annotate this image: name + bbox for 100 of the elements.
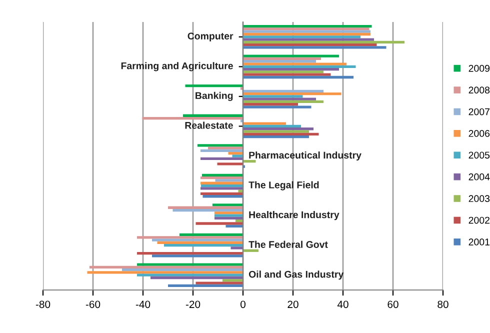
bar bbox=[183, 114, 243, 117]
bar bbox=[137, 236, 243, 239]
x-tick-label: -80 bbox=[36, 300, 50, 308]
x-tick-label: 40 bbox=[337, 300, 348, 308]
bar bbox=[196, 222, 243, 225]
bar bbox=[168, 284, 243, 288]
y-tick-label: Healthcare Industry bbox=[249, 211, 340, 220]
bar bbox=[214, 214, 243, 217]
bar bbox=[243, 160, 256, 163]
bar bbox=[137, 252, 243, 255]
bar bbox=[243, 100, 324, 104]
legend-label: 2003 bbox=[468, 195, 490, 202]
bar bbox=[168, 206, 243, 209]
bar bbox=[232, 154, 243, 158]
x-tick-label: 80 bbox=[438, 300, 448, 308]
x-tick-label: -40 bbox=[136, 300, 150, 308]
bar bbox=[243, 38, 374, 41]
bar bbox=[243, 28, 370, 30]
legend-label: 2005 bbox=[468, 152, 490, 159]
y-tick-label: Pharmaceutical Industry bbox=[249, 151, 362, 161]
legend-label: 2001 bbox=[468, 238, 490, 246]
bar bbox=[214, 212, 243, 214]
bar bbox=[243, 32, 370, 36]
bar bbox=[243, 40, 404, 44]
bar bbox=[243, 36, 360, 38]
legend-label: 2008 bbox=[468, 86, 490, 94]
bar bbox=[164, 244, 243, 247]
bar bbox=[200, 187, 243, 190]
bar bbox=[243, 73, 331, 76]
legend-label: 2009 bbox=[468, 64, 490, 72]
bar bbox=[243, 130, 309, 133]
bar bbox=[196, 282, 243, 284]
legend-label: 2004 bbox=[468, 173, 490, 180]
legend-label: 2006 bbox=[468, 130, 490, 137]
bar bbox=[137, 274, 243, 276]
y-tick-label: Realestate bbox=[185, 122, 233, 129]
bar bbox=[200, 176, 243, 180]
bar bbox=[228, 152, 243, 155]
bar bbox=[243, 65, 356, 68]
bar bbox=[243, 103, 298, 106]
bar bbox=[243, 98, 316, 100]
bar bbox=[180, 233, 243, 236]
bar bbox=[243, 135, 309, 138]
y-tick-label: Oil and Gas Industry bbox=[248, 270, 344, 280]
bar bbox=[87, 271, 243, 274]
bar bbox=[243, 124, 301, 128]
bar bbox=[238, 190, 243, 192]
bar bbox=[208, 146, 243, 150]
bar bbox=[243, 44, 377, 46]
x-tick-label: 20 bbox=[288, 300, 298, 308]
bar bbox=[243, 249, 258, 252]
bar bbox=[243, 128, 314, 130]
bar bbox=[243, 57, 321, 60]
bar bbox=[200, 149, 243, 152]
bar bbox=[226, 224, 243, 228]
bar bbox=[243, 62, 346, 66]
bar bbox=[243, 90, 324, 92]
bar bbox=[222, 279, 243, 282]
x-tick-label: -60 bbox=[86, 300, 100, 308]
bar bbox=[243, 92, 342, 96]
bar bbox=[90, 266, 243, 268]
bar bbox=[198, 144, 243, 147]
bar bbox=[214, 216, 243, 220]
bar bbox=[243, 76, 354, 79]
bar bbox=[217, 162, 243, 166]
bar bbox=[122, 268, 243, 272]
legend-label: 2007 bbox=[468, 108, 490, 116]
y-tick-label: Farming and Agriculture bbox=[121, 62, 233, 72]
bar bbox=[243, 46, 386, 49]
bar bbox=[185, 84, 243, 88]
bar bbox=[202, 195, 243, 198]
bar bbox=[243, 30, 370, 33]
y-tick-label: Banking bbox=[196, 92, 233, 101]
x-tick-label: 0 bbox=[240, 300, 246, 308]
bar bbox=[243, 132, 319, 136]
bar bbox=[152, 238, 243, 242]
bar bbox=[152, 254, 243, 258]
bar bbox=[150, 276, 243, 280]
y-tick-label: The Legal Field bbox=[248, 181, 319, 190]
bar bbox=[243, 54, 339, 58]
bar bbox=[202, 174, 243, 177]
bar bbox=[230, 246, 243, 250]
x-tick-label: 60 bbox=[388, 300, 398, 308]
bar bbox=[243, 122, 286, 125]
bar bbox=[215, 179, 243, 182]
bar bbox=[200, 192, 243, 196]
bar bbox=[201, 184, 243, 188]
x-tick-label: -20 bbox=[186, 300, 200, 308]
bar bbox=[172, 208, 243, 212]
bar bbox=[157, 241, 243, 244]
legend-label: 2002 bbox=[468, 216, 490, 224]
bar bbox=[212, 204, 243, 206]
bar bbox=[243, 95, 303, 98]
y-tick-label: Computer bbox=[188, 32, 234, 42]
bar bbox=[243, 68, 339, 71]
bar bbox=[243, 70, 324, 74]
y-tick-label: The Federal Govt bbox=[248, 240, 328, 248]
bar bbox=[137, 263, 243, 266]
bar bbox=[243, 24, 372, 28]
bar bbox=[243, 60, 316, 63]
